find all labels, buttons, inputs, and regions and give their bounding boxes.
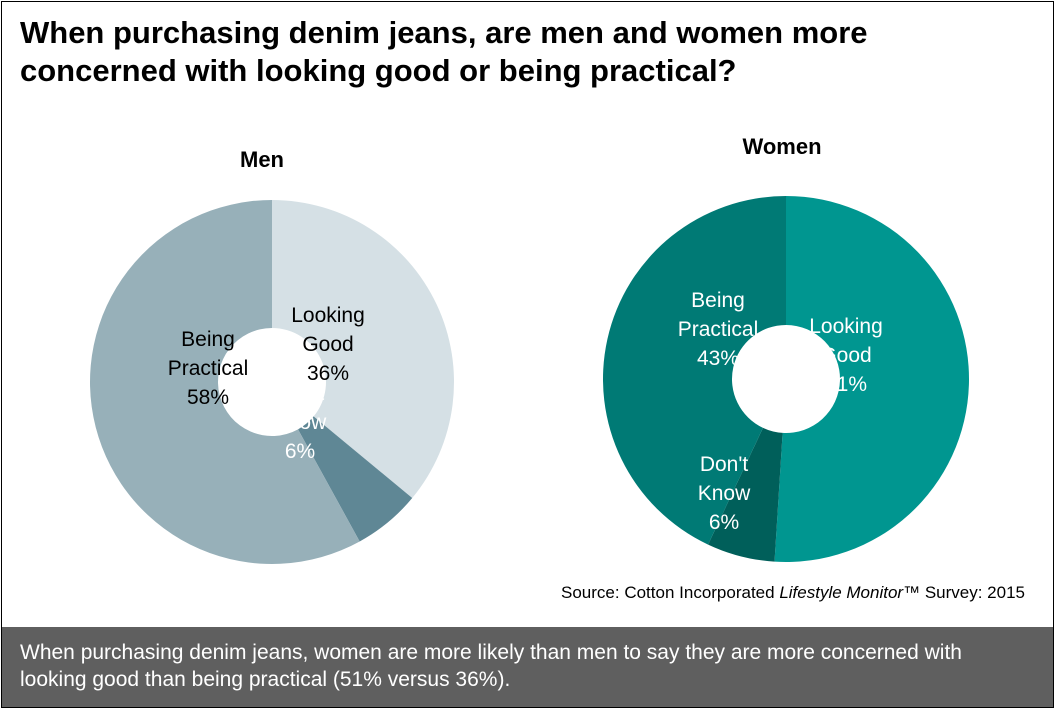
donut-slice-beingpractical bbox=[602, 196, 786, 545]
men-donut: Looking Good 36%Don't Know 6% Being Practical 5… bbox=[89, 200, 454, 564]
summary-text: When purchasing denim jeans, women are m… bbox=[20, 641, 962, 691]
donut-slice-lookinggood bbox=[272, 200, 454, 499]
slice-label: Looking Good 51% bbox=[809, 315, 883, 396]
slice-label: Being Practical 58% bbox=[168, 328, 249, 409]
slice-label: Don't Know 6% bbox=[274, 382, 327, 463]
men-chart-title: Men bbox=[240, 147, 284, 172]
women-donut: Looking Good 51% Don't Know 6% Being Practical 4… bbox=[602, 195, 970, 562]
women-chart-title: Women bbox=[742, 134, 822, 159]
source-note: Source: Cotton Incorporated Lifestyle Mo… bbox=[561, 583, 1025, 602]
donut-slice-lookinggood bbox=[774, 195, 970, 562]
slice-label: Don't Know 6% bbox=[698, 453, 751, 534]
summary-footer: When purchasing denim jeans, women are m… bbox=[2, 627, 1053, 707]
donut-slice-beingpractical bbox=[89, 200, 360, 564]
slice-label: Being Practical 43% bbox=[678, 289, 759, 370]
donut-charts: Looking Good 36%Don't Know 6%Being Practical 5… bbox=[89, 195, 970, 564]
page-title: When purchasing denim jeans, are men and… bbox=[20, 15, 868, 88]
slice-label: Looking Good 36% bbox=[291, 304, 365, 385]
donut-slice-dontknow bbox=[708, 427, 783, 562]
donut-slice-dontknow bbox=[298, 416, 413, 542]
